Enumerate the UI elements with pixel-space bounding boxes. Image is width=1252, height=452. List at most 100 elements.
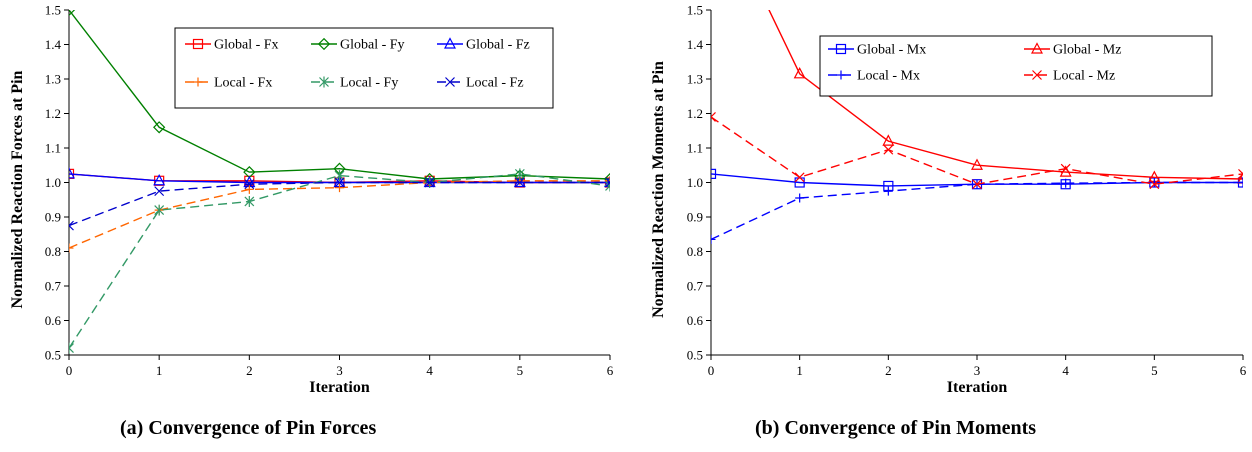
plot-area (69, 10, 610, 354)
y-tick-label: 0.6 (687, 313, 704, 328)
forces-chart: 0.5 0.6 0.7 0.8 0.9 1.0 1.1 1.2 1.3 1.4 1.5 0 1 2 3 4 5 6… (9, 3, 614, 397)
legend-label: Global - Mz (1053, 43, 1121, 58)
data-point (972, 179, 982, 190)
data-point (153, 173, 166, 186)
data-point (711, 234, 716, 244)
x-tick-label: 1 (156, 363, 163, 378)
legend-marker (1032, 70, 1042, 80)
data-point (334, 177, 345, 188)
legend-marker (192, 38, 204, 50)
y-tick-label: 1.2 (45, 106, 61, 121)
y-tick-label: 1.1 (687, 141, 703, 156)
data-point (69, 167, 75, 179)
y-tick-label: 0.7 (687, 279, 704, 294)
data-point (604, 175, 610, 188)
legend-label: Global - Fz (466, 38, 530, 53)
y-tick-label: 1.4 (687, 37, 704, 52)
data-point (69, 243, 74, 253)
data-point (244, 195, 255, 207)
data-point (605, 176, 610, 186)
data-point (605, 180, 610, 192)
x-tick-label: 0 (708, 363, 715, 378)
y-tick-label: 1.5 (45, 3, 61, 18)
legend-marker (836, 70, 846, 80)
y-tick-label: 1.2 (687, 106, 703, 121)
data-point (1149, 179, 1160, 190)
data-point (69, 342, 74, 354)
x-axis-title: Iteration (947, 379, 1008, 396)
y-tick-label: 0.9 (45, 210, 61, 225)
legend-label: Local - Fy (340, 76, 398, 91)
x-tick-label: 2 (885, 363, 892, 378)
y-tick-label: 1.3 (45, 72, 61, 87)
legend-marker (835, 43, 847, 55)
data-point (335, 183, 344, 193)
legend-marker (445, 77, 455, 87)
legend-label: Local - Mx (857, 69, 920, 84)
data-point (795, 193, 805, 203)
series-line-local-fy (69, 173, 610, 349)
data-point (971, 158, 983, 170)
legend-box (174, 27, 554, 109)
data-point (69, 220, 74, 231)
data-point (1237, 172, 1243, 184)
y-tick-label: 1.3 (687, 72, 703, 87)
data-point (244, 179, 255, 190)
data-point (334, 170, 345, 182)
data-point (513, 175, 526, 188)
legend-label: Global - Fy (340, 38, 405, 53)
legend-label: Local - Fx (214, 76, 272, 91)
plot-area (711, 10, 1243, 244)
data-point (883, 144, 894, 155)
legend-marker (317, 37, 331, 51)
data-point (1238, 168, 1243, 179)
series-line-local-mz (711, 116, 1243, 185)
y-tick-label: 0.7 (45, 279, 62, 294)
y-tick-label: 1.1 (45, 141, 61, 156)
caption-forces: (a) Convergence of Pin Forces (120, 417, 377, 439)
legend-label: Global - Mx (857, 43, 926, 58)
x-tick-label: 5 (1151, 363, 1158, 378)
data-point (711, 112, 716, 122)
y-tick-label: 0.6 (45, 313, 62, 328)
moments-chart: 0.5 0.6 0.7 0.8 0.9 1.0 1.1 1.2 1.3 1.4 1.5 0 1 2 3 4 5 6… (650, 3, 1247, 397)
legend: Global - Fx Global - Fy Global - Fz Local -… (174, 27, 554, 109)
y-tick-label: 0.8 (45, 244, 61, 259)
y-tick-label: 0.5 (687, 348, 703, 363)
legend-marker (444, 37, 456, 49)
x-tick-label: 2 (246, 363, 253, 378)
data-point (1061, 178, 1071, 188)
data-point (154, 186, 165, 197)
data-point (883, 186, 893, 196)
data-point (794, 172, 805, 183)
legend: Global - Mx Global - Mz Local - Mx Local - … (819, 35, 1213, 97)
data-point (1149, 178, 1159, 187)
data-point (153, 121, 166, 134)
data-point (154, 204, 165, 216)
y-tick-label: 0.9 (687, 210, 703, 225)
x-tick-label: 3 (336, 363, 343, 378)
y-tick-label: 1.0 (45, 175, 61, 190)
legend-label: Global - Fx (214, 38, 279, 53)
x-axis-title: Iteration (309, 379, 370, 396)
y-axis-title: Normalized Reaction Forces at Pin (9, 70, 26, 308)
x-tick-label: 0 (66, 363, 73, 378)
caption-moments: (b) Convergence of Pin Moments (755, 417, 1037, 439)
legend-marker (193, 77, 203, 87)
legend-label: Local - Mz (1053, 69, 1115, 84)
data-point (603, 172, 610, 186)
data-point (605, 177, 610, 188)
legend-label: Local - Fz (466, 76, 524, 91)
series-line-local-mx (711, 181, 1243, 241)
y-tick-label: 1.0 (687, 175, 703, 190)
legend-marker (1031, 42, 1043, 54)
x-tick-label: 4 (1062, 363, 1069, 378)
x-tick-label: 3 (974, 363, 981, 378)
data-point (424, 177, 435, 188)
y-tick-label: 0.5 (45, 348, 61, 363)
x-tick-label: 1 (796, 363, 803, 378)
y-tick-label: 0.8 (687, 244, 703, 259)
legend-marker (319, 76, 329, 88)
x-tick-label: 6 (1240, 363, 1247, 378)
